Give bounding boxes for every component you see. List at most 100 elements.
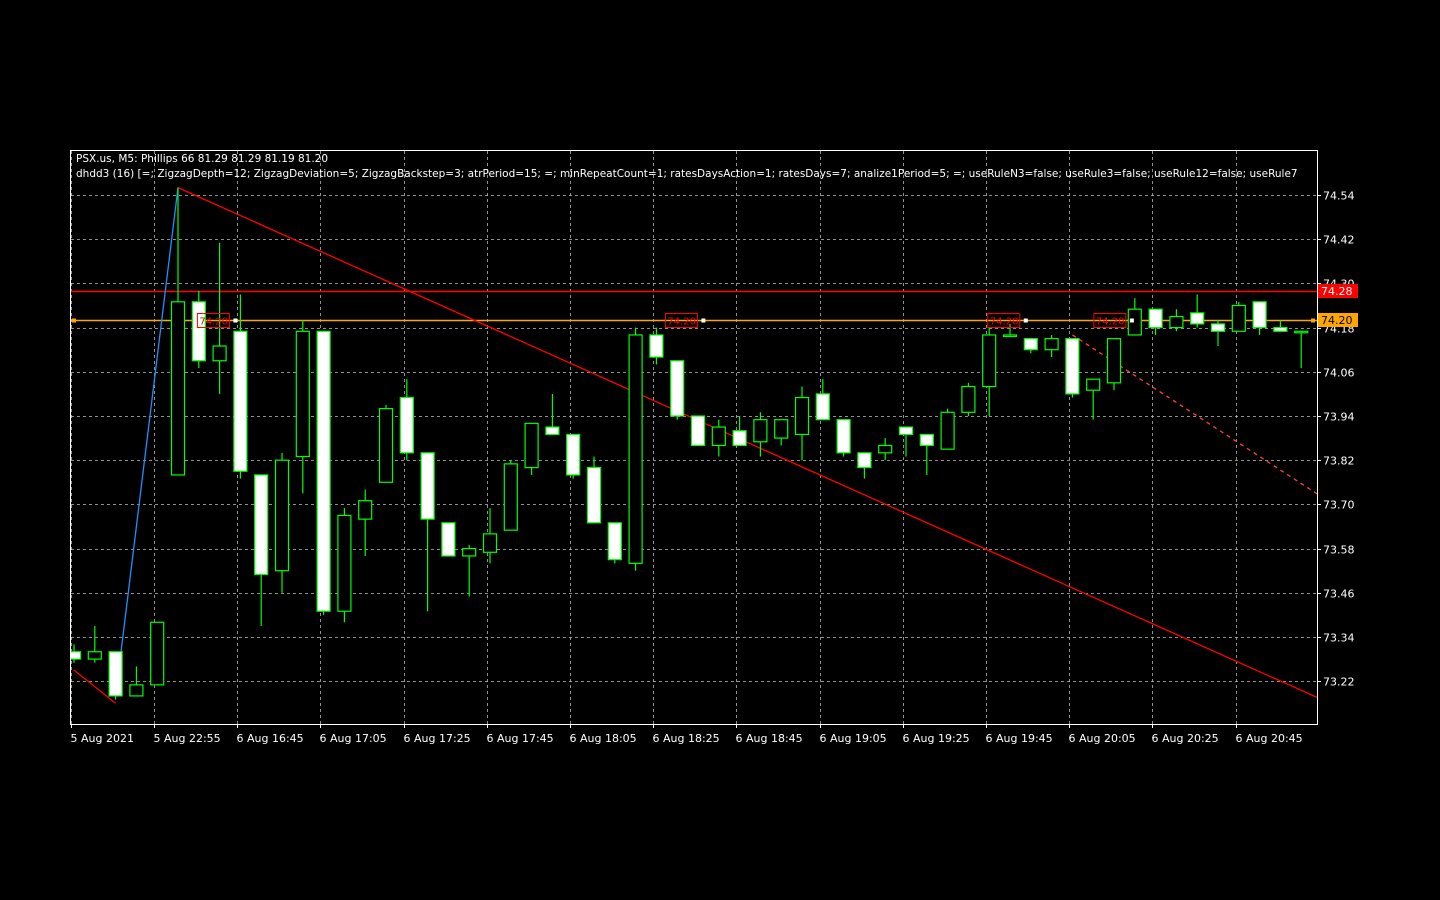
candle	[1127, 298, 1142, 336]
candle-body	[295, 330, 310, 458]
time-axis: 5 Aug 2021 5 Aug 22:55 6 Aug 16:45 6 Aug 17…	[71, 724, 1303, 745]
candle	[524, 422, 539, 475]
x-tick-label: 6 Aug 20:05	[1069, 732, 1136, 745]
candle-body	[711, 426, 726, 447]
candle-body	[1252, 301, 1267, 329]
level-marker-text: 74.20	[199, 317, 228, 328]
candle	[295, 320, 310, 494]
x-tick-label: 6 Aug 20:45	[1236, 732, 1303, 745]
price-levels	[71, 290, 1317, 322]
candle	[670, 360, 685, 420]
candle-body	[1231, 304, 1246, 332]
candle-body	[170, 301, 186, 476]
level-marker-box	[1093, 313, 1127, 328]
level-marker-box	[196, 313, 230, 328]
candle-body	[1127, 308, 1142, 336]
candle-body	[129, 684, 144, 697]
candle	[71, 644, 82, 663]
candle-body	[982, 334, 997, 388]
x-tick-label: 6 Aug 19:25	[903, 732, 970, 745]
x-tick-label: 6 Aug 18:05	[570, 732, 637, 745]
candle-body	[1210, 323, 1226, 332]
candle-body	[794, 396, 810, 436]
candle-body	[919, 433, 934, 447]
candle-body	[150, 621, 165, 686]
chart-header: PSX.us, M5: Phillips 66 81.29 81.29 81.1…	[76, 153, 328, 165]
x-tick-label: 6 Aug 17:45	[487, 732, 554, 745]
x-tick-label: 6 Aug 17:05	[320, 732, 387, 745]
level-marker-box	[664, 313, 698, 328]
candle-body	[898, 426, 914, 436]
candle	[420, 452, 435, 612]
symbol-label: PSX.us, M5:	[76, 153, 138, 165]
level-end-dot	[1311, 318, 1315, 323]
trendline-red-left	[73, 669, 117, 704]
candle	[982, 327, 997, 416]
y-tick-label: 73.82	[1323, 455, 1355, 468]
candle	[607, 522, 622, 564]
candle-body	[191, 301, 206, 362]
candle	[358, 489, 373, 556]
candle-body	[961, 385, 976, 413]
candle-body	[1294, 330, 1309, 334]
candle-body	[732, 430, 747, 447]
candle	[1065, 338, 1080, 398]
zigzag-segment	[114, 187, 179, 697]
level-marker-dot	[233, 318, 238, 323]
candle	[462, 544, 477, 597]
level-marker-dot	[701, 318, 706, 323]
candle	[815, 379, 830, 421]
x-tick-label: 6 Aug 19:45	[986, 732, 1053, 745]
x-tick-label: 6 Aug 17:25	[404, 732, 471, 745]
candle-body	[71, 651, 82, 660]
price-labels: 74.20 74.20 74.20 74.20 74.28 74.20	[72, 284, 1358, 328]
trendline-red	[177, 187, 1317, 699]
candle	[1023, 338, 1038, 354]
candle	[732, 415, 747, 447]
candle-body	[1148, 308, 1163, 329]
candle	[129, 666, 144, 697]
level-marker-dot	[1023, 318, 1028, 323]
x-tick-label: 5 Aug 22:55	[154, 732, 221, 745]
candle	[1190, 294, 1205, 328]
candle-body	[1023, 338, 1038, 351]
candle-body	[399, 396, 414, 454]
candle-body	[482, 533, 498, 553]
candle-body	[212, 345, 227, 362]
candle	[940, 408, 955, 450]
candle-body	[503, 463, 518, 531]
level-start-dot	[72, 318, 76, 323]
x-tick-label: 6 Aug 18:25	[653, 732, 720, 745]
candle	[1002, 323, 1018, 338]
x-tick-label: 6 Aug 16:45	[237, 732, 304, 745]
candle-body	[316, 330, 331, 612]
candle	[399, 379, 414, 461]
candle	[108, 651, 123, 700]
candle	[919, 433, 934, 475]
candle-body	[233, 330, 248, 472]
candle	[482, 508, 498, 564]
candle	[503, 460, 518, 531]
candle-body	[1044, 338, 1059, 351]
candle-body	[815, 393, 830, 421]
candle	[628, 327, 643, 571]
candle	[690, 415, 706, 447]
candles[interactable]	[68, 187, 1309, 700]
level-price-tag	[1318, 284, 1358, 298]
candle-body	[1106, 338, 1122, 384]
y-tick-label: 73.46	[1323, 588, 1355, 601]
candle-body	[420, 452, 435, 520]
candle-body	[774, 419, 789, 439]
candle	[1086, 378, 1101, 420]
candle	[586, 456, 602, 524]
candle-body	[1169, 315, 1184, 329]
candle-body	[857, 452, 872, 469]
candle-body	[690, 415, 706, 447]
x-tick-label: 6 Aug 18:45	[736, 732, 803, 745]
candle	[441, 522, 456, 557]
candle	[254, 474, 269, 626]
candle-body	[566, 433, 581, 476]
price-axis: 74.5474.4274.3074.1874.0673.9473.8273.70…	[1317, 190, 1355, 689]
candle-body	[836, 419, 851, 454]
